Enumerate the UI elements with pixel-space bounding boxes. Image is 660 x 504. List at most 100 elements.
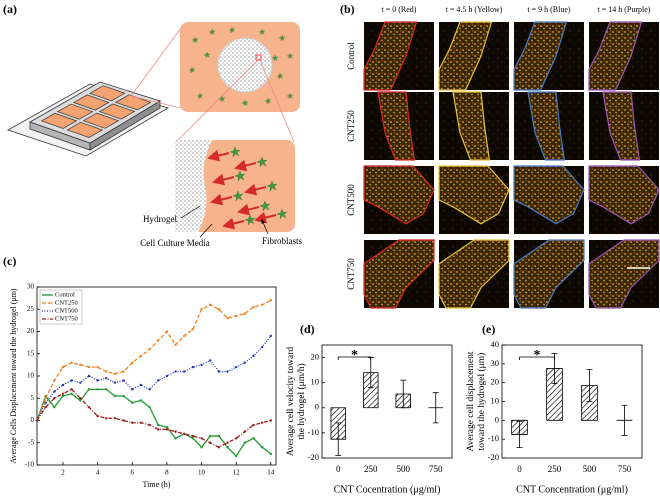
migration-arrow <box>237 203 260 216</box>
data-point <box>53 390 56 393</box>
data-point <box>252 437 255 440</box>
label: Fibroblasts <box>262 236 303 246</box>
leader-line <box>180 205 201 219</box>
migration-arrow <box>210 193 233 206</box>
data-point <box>105 370 108 373</box>
wells <box>40 85 152 138</box>
y-tick-label: 15 <box>27 349 35 357</box>
column-header: t = 9 h (Blue) <box>527 5 571 14</box>
y-tick-label: 20 <box>311 352 320 362</box>
tissue-outline <box>588 165 660 225</box>
data-point <box>70 388 73 391</box>
data-point <box>208 441 212 444</box>
bar <box>581 385 598 421</box>
x-tick-label: 500 <box>397 464 411 474</box>
data-point <box>148 423 151 427</box>
tissue-outline <box>588 239 660 309</box>
data-point <box>208 359 212 362</box>
data-point <box>234 314 238 318</box>
error-bar <box>432 392 439 424</box>
error-bar <box>516 420 523 449</box>
y-tick-label: -10 <box>308 427 319 437</box>
data-point <box>174 343 177 347</box>
y-axis-label: the hydrogel (μm/h) <box>296 363 307 439</box>
data-point <box>79 381 82 384</box>
bar <box>363 372 379 409</box>
leader-line <box>261 219 269 235</box>
data-point <box>165 425 169 429</box>
data-point <box>61 392 65 395</box>
data-point <box>53 379 56 382</box>
data-point <box>44 405 47 409</box>
data-point <box>148 348 151 351</box>
tissue-outline <box>513 239 585 309</box>
data-point <box>226 446 229 449</box>
x-axis-label: CNT Cocentration (μg/ml) <box>334 484 441 495</box>
data-point <box>234 454 238 458</box>
data-point <box>113 417 117 420</box>
data-point <box>191 365 195 369</box>
data-point <box>243 361 247 364</box>
tissue-outline <box>602 91 641 161</box>
data-point <box>183 334 186 338</box>
data-point <box>243 430 247 433</box>
bar <box>546 368 563 421</box>
y-tick-label: -20 <box>488 452 499 462</box>
data-point <box>269 419 273 422</box>
tissue-outline <box>513 165 585 225</box>
series-line <box>36 388 271 448</box>
data-point <box>96 414 99 418</box>
data-point <box>87 374 91 378</box>
data-point <box>226 316 229 320</box>
significance-bracket <box>519 356 555 360</box>
panel-label: (c) <box>3 254 16 268</box>
well <box>89 85 126 102</box>
panel-label: (a) <box>3 2 17 16</box>
data-point <box>44 397 47 400</box>
y-tick-label: 0 <box>31 416 35 424</box>
well <box>98 103 136 120</box>
x-tick-label: 2 <box>61 469 65 477</box>
tissue-outline <box>438 21 493 91</box>
data-point <box>96 388 99 391</box>
data-point <box>269 299 273 302</box>
chart: (d) -20 -10 0 10 20 0 250 500 750 CNT Cocentration… <box>286 322 453 495</box>
y-tick-label: 40 <box>491 339 500 349</box>
hydrogel-disk <box>217 37 273 93</box>
tissue-outline <box>438 239 510 309</box>
data-point <box>53 405 56 409</box>
data-point <box>200 446 203 449</box>
data-point <box>44 401 47 404</box>
data-point <box>113 372 117 375</box>
hydrogel-edge <box>175 140 212 232</box>
tissue-outline <box>363 21 418 91</box>
data-point <box>35 419 39 422</box>
label: Hydrogel <box>143 214 177 224</box>
y-axis-label: Average cell displacement <box>466 351 476 451</box>
zoom-line <box>259 59 295 143</box>
data-point <box>53 397 56 400</box>
y-axis-label: Average Cells Displacement toward the hy… <box>9 288 18 464</box>
y-tick-label: 10 <box>491 395 500 405</box>
y-tick-label: 25 <box>27 305 35 313</box>
data-point <box>252 423 255 427</box>
data-point <box>131 401 134 404</box>
data-point <box>226 441 229 444</box>
data-point <box>70 392 73 395</box>
data-point <box>157 428 160 431</box>
well <box>66 121 104 138</box>
series-line <box>36 388 272 458</box>
data-point <box>174 370 177 373</box>
row-label: Control <box>346 42 356 70</box>
data-point <box>148 388 151 391</box>
data-point <box>105 417 108 420</box>
legend-box <box>39 289 83 325</box>
data-point <box>183 370 186 373</box>
data-point <box>105 377 108 380</box>
migration-arrow <box>212 173 235 186</box>
y-tick-label: 0 <box>495 414 499 424</box>
x-tick-label: 0 <box>336 464 341 474</box>
data-point <box>191 437 195 440</box>
data-point <box>191 328 195 331</box>
